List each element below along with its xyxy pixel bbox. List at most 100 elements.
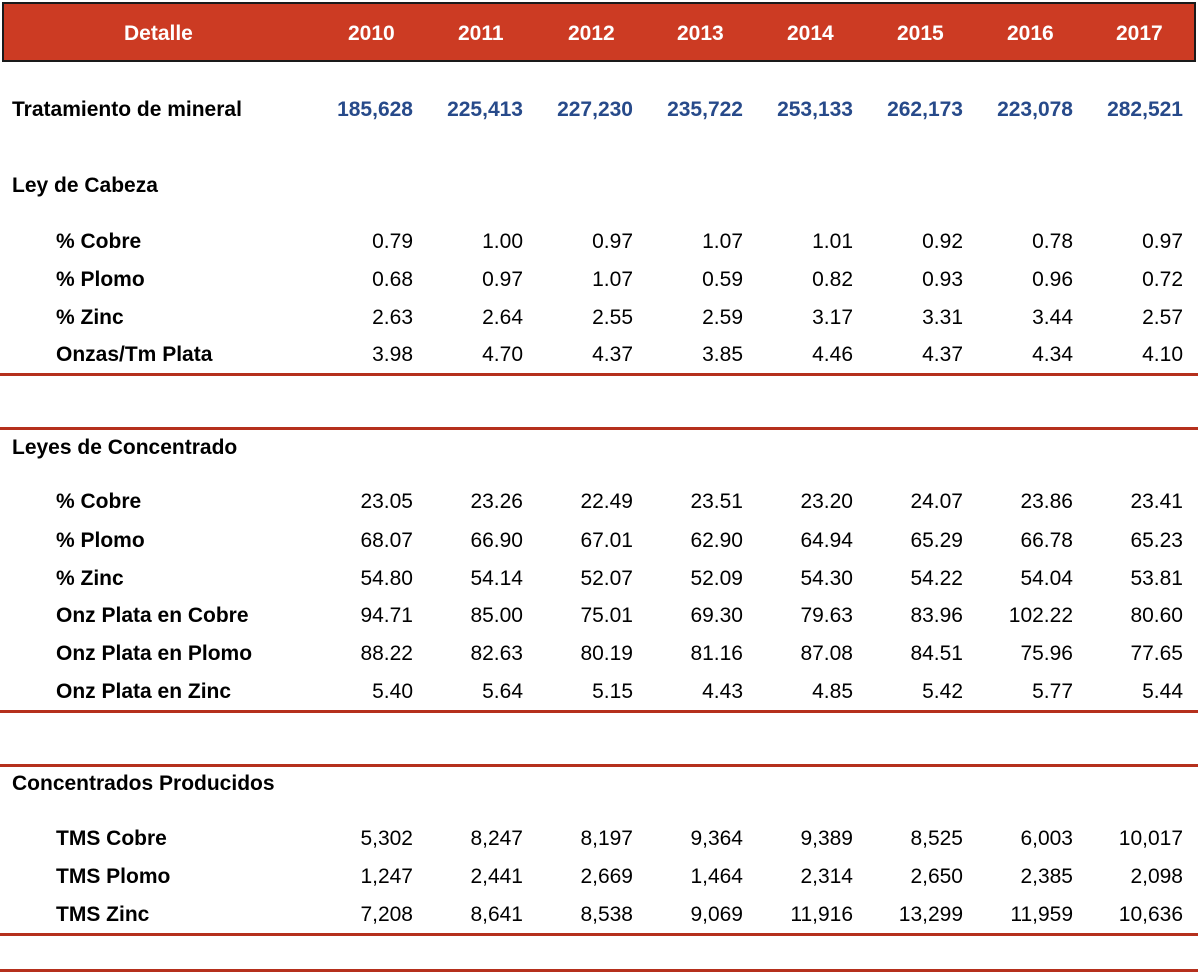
value-cell: 0.96 [1032,268,1073,291]
value-cell: 2,441 [470,865,523,888]
value-cell: 65.23 [1130,529,1183,552]
value-cell: 4.43 [702,680,743,703]
row-label: % Plomo [56,268,145,291]
value-cell: 52.09 [690,567,743,590]
value-cell: 225,413 [447,98,523,121]
section-bottom-rule [0,933,1198,936]
value-cell: 94.71 [360,604,413,627]
value-cell: 3.98 [372,343,413,366]
value-cell: 9,364 [690,827,743,850]
table-row: TMS Cobre 5,302 8,247 8,197 9,364 9,389 8,525 6… [0,827,1200,855]
value-cell: 0.97 [1142,230,1183,253]
value-cell: 79.63 [800,604,853,627]
value-cell: 8,641 [470,903,523,926]
value-cell: 1.07 [592,268,633,291]
value-cell: 262,173 [887,98,963,121]
value-cell: 4.70 [482,343,523,366]
value-cell: 2,669 [580,865,633,888]
value-cell: 282,521 [1107,98,1183,121]
value-cell: 52.07 [580,567,633,590]
row-label: Onz Plata en Plomo [56,642,253,665]
tratamiento-row: Tratamiento de mineral 185,628 225,413 2… [0,98,1200,126]
value-cell: 2,098 [1130,865,1183,888]
value-cell: 5.77 [1032,680,1073,703]
value-cell: 1,247 [360,865,413,888]
value-cell: 13,299 [898,903,963,926]
value-cell: 53.81 [1130,567,1183,590]
value-cell: 2,314 [800,865,853,888]
value-cell: 253,133 [777,98,853,121]
value-cell: 0.92 [922,230,963,253]
value-cell: 23.86 [1020,490,1073,513]
value-cell: 7,208 [360,903,413,926]
value-cell: 227,230 [557,98,633,121]
row-label: TMS Plomo [56,865,171,888]
value-cell: 9,069 [690,903,743,926]
value-cell: 23.41 [1130,490,1183,513]
table-header: Detalle 2010 2011 2012 2013 2014 2015 20… [2,2,1196,62]
value-cell: 223,078 [997,98,1073,121]
value-cell: 54.04 [1020,567,1073,590]
value-cell: 2.59 [702,306,743,329]
value-cell: 77.65 [1130,642,1183,665]
table-row: TMS Zinc 7,208 8,641 8,538 9,069 11,916 13,299… [0,903,1200,931]
value-cell: 23.26 [470,490,523,513]
value-cell: 81.16 [690,642,743,665]
value-cell: 1,464 [690,865,743,888]
header-year-2015: 2015 [897,22,944,45]
value-cell: 75.01 [580,604,633,627]
value-cell: 85.00 [470,604,523,627]
value-cell: 82.63 [470,642,523,665]
table-row: % Plomo 0.68 0.97 1.07 0.59 0.82 0.93 0.96 0.72 [0,268,1200,296]
section-bottom-rule [0,373,1198,376]
table-row: % Cobre 0.79 1.00 0.97 1.07 1.01 0.92 0.78 0.97 [0,230,1200,258]
value-cell: 2,650 [910,865,963,888]
value-cell: 64.94 [800,529,853,552]
table-row: % Cobre 23.05 23.26 22.49 23.51 23.20 24.07 23.… [0,490,1200,518]
section-title-ley-de-cabeza: Ley de Cabeza [12,174,158,197]
table-row: % Zinc 2.63 2.64 2.55 2.59 3.17 3.31 3.44 2.57 [0,306,1200,334]
row-label: TMS Zinc [56,903,150,926]
header-year-2014: 2014 [787,22,834,45]
value-cell: 54.30 [800,567,853,590]
value-cell: 75.96 [1020,642,1073,665]
value-cell: 2,385 [1020,865,1073,888]
value-cell: 0.59 [702,268,743,291]
section-top-rule [0,764,1198,767]
value-cell: 66.78 [1020,529,1073,552]
value-cell: 102.22 [1008,604,1073,627]
value-cell: 4.37 [922,343,963,366]
value-cell: 24.07 [910,490,963,513]
value-cell: 4.37 [592,343,633,366]
value-cell: 8,247 [470,827,523,850]
value-cell: 11,959 [1010,903,1073,926]
row-label: % Plomo [56,529,145,552]
value-cell: 5.44 [1142,680,1183,703]
value-cell: 11,916 [790,903,853,926]
value-cell: 0.97 [592,230,633,253]
value-cell: 0.72 [1142,268,1183,291]
value-cell: 1.07 [702,230,743,253]
value-cell: 6,003 [1020,827,1073,850]
header-year-2012: 2012 [568,22,615,45]
row-label: % Zinc [56,567,124,590]
value-cell: 65.29 [910,529,963,552]
value-cell: 54.22 [910,567,963,590]
value-cell: 4.10 [1142,343,1183,366]
value-cell: 1.00 [482,230,523,253]
value-cell: 5.64 [482,680,523,703]
value-cell: 3.17 [812,306,853,329]
row-label: % Zinc [56,306,124,329]
value-cell: 0.93 [922,268,963,291]
value-cell: 2.57 [1142,306,1183,329]
tratamiento-label: Tratamiento de mineral [12,98,242,121]
value-cell: 23.20 [800,490,853,513]
value-cell: 185,628 [337,98,413,121]
value-cell: 9,389 [800,827,853,850]
value-cell: 83.96 [910,604,963,627]
table-row: Onz Plata en Cobre 94.71 85.00 75.01 69.30 79… [0,604,1200,632]
value-cell: 4.46 [812,343,853,366]
header-year-2010: 2010 [348,22,395,45]
value-cell: 4.34 [1032,343,1073,366]
section-title-leyes-de-concentrado: Leyes de Concentrado [12,436,238,459]
